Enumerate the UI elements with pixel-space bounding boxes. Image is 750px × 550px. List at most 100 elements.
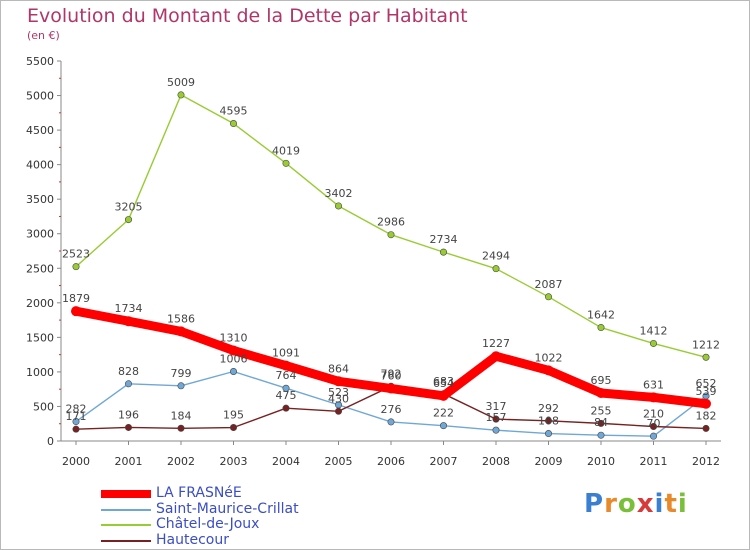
data-point [438,390,449,401]
data-point [125,423,133,431]
data-label: 652 [696,377,717,390]
data-label: 282 [66,403,87,416]
data-label: 276 [381,403,402,416]
data-point [281,360,291,371]
data-label: 1212 [692,338,720,351]
x-tick-label: 2007 [430,455,458,468]
data-point [386,383,396,394]
data-label: 184 [171,409,192,422]
data-label: 523 [328,386,349,399]
data-label: 631 [643,378,664,391]
x-tick-label: 2003 [220,455,248,468]
data-point [492,426,500,434]
data-point [544,293,552,301]
data-point [387,231,395,239]
data-label: 1022 [535,351,563,364]
y-tick-label: 3500 [26,193,54,206]
data-label: 1642 [587,309,615,322]
data-point [334,202,342,210]
data-point [597,431,605,439]
data-label: 539 [696,385,717,398]
y-tick-label: 2000 [26,297,54,310]
data-label: 3205 [115,201,143,214]
legend-label: Saint-Maurice-Crillat [156,500,299,517]
data-point [596,387,606,398]
data-label: 2734 [430,233,458,246]
data-point [702,353,710,361]
data-label: 760 [381,369,402,382]
legend-label: Châtel-de-Joux [156,516,260,532]
legend-swatch [101,490,151,498]
chart-subtitle: (en €) [27,29,60,42]
data-point [649,339,657,347]
y-tick-label: 4000 [26,159,54,172]
chart-title: Evolution du Montant de la Dette par Hab… [27,5,468,27]
data-point [648,392,659,403]
data-point [72,418,80,426]
data-label: 171 [66,410,87,423]
x-tick-label: 2010 [587,455,615,468]
data-point [702,424,710,432]
data-point [543,365,554,376]
legend-label: LA FRASNéE [156,485,242,501]
data-point [439,422,447,430]
data-label: 430 [328,392,349,405]
data-point [649,432,657,440]
data-point [544,430,552,438]
data-label: 3402 [325,187,353,200]
data-point [282,384,290,392]
data-point [649,422,657,430]
data-label: 799 [171,367,192,380]
data-point [123,316,134,327]
y-tick-label: 1500 [26,331,54,344]
x-tick-label: 2008 [482,455,510,468]
data-label: 1310 [220,331,248,344]
y-tick-label: 3000 [26,228,54,241]
data-label: 1734 [115,302,143,315]
data-point [334,407,342,415]
data-label: 317 [486,400,507,413]
data-label: 2087 [535,278,563,291]
logo-letter: i [654,489,665,519]
data-label: 182 [696,409,717,422]
data-point [176,326,186,337]
data-label: 764 [276,369,297,382]
legend-swatch [101,524,151,526]
x-tick-label: 2012 [692,455,720,468]
x-tick-label: 2000 [62,455,90,468]
y-tick-label: 4500 [26,124,54,137]
logo-letter: i [677,489,688,519]
data-point [701,398,711,409]
data-label: 2494 [482,250,510,263]
data-label: 792 [381,367,402,380]
data-point [177,424,185,432]
data-label: 4019 [272,144,300,157]
data-label: 255 [591,404,612,417]
x-tick-label: 2005 [325,455,353,468]
data-point [125,380,133,388]
data-label: 864 [328,362,349,375]
data-label: 2523 [62,248,90,261]
data-label: 84 [594,416,608,429]
x-tick-label: 2011 [640,455,668,468]
data-point [492,265,500,273]
y-tick-label: 500 [33,400,54,413]
data-point [228,345,239,356]
data-label: 695 [591,374,612,387]
data-point [387,418,395,426]
data-label: 2986 [377,216,405,229]
data-point [282,404,290,412]
data-point [544,417,552,425]
data-label: 1006 [220,352,248,365]
data-label: 475 [276,389,297,402]
data-label: 1879 [62,292,90,305]
data-label: 828 [118,365,139,378]
logo-letter: r [604,489,618,519]
legend-label: Hautecour [156,531,229,548]
data-label: 157 [486,411,507,424]
x-tick-label: 2009 [535,455,563,468]
data-label: 108 [538,415,559,428]
logo-letter: x [636,489,655,519]
data-point [71,306,81,317]
